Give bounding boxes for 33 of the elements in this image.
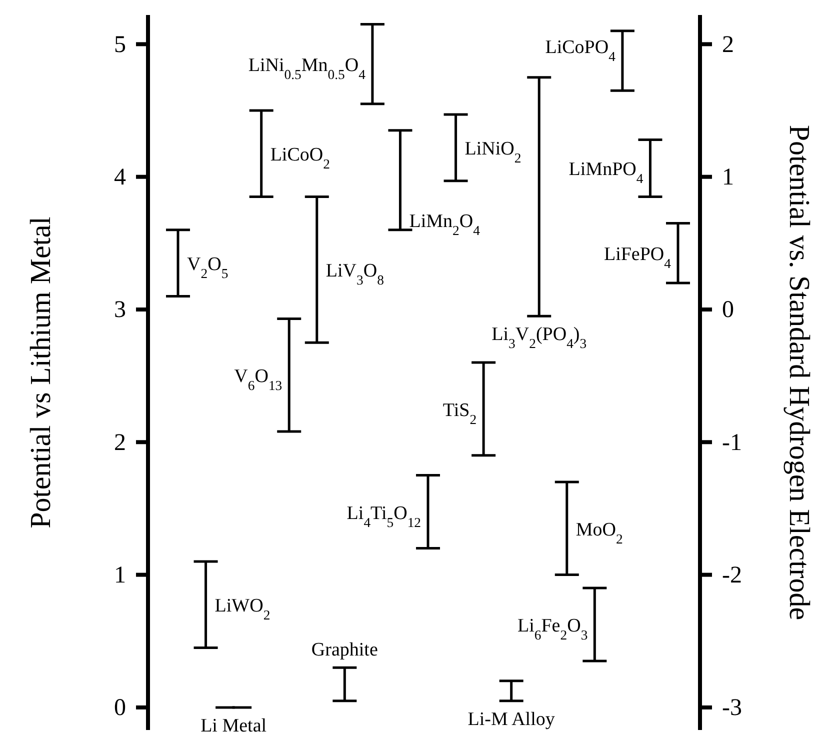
y-tick-label: 1 [114,562,126,588]
annotation: V$_{2}$O$_{5}$ [187,254,228,281]
y-tick-label: 4 [114,164,126,191]
y2-axis-title: Potential vs. Standard Hydrogen Electrode [783,124,815,620]
y-tick-label: 0 [114,695,126,722]
y-tick-label: 5 [114,32,126,58]
annotation: LiCoPO$_{4}$ [545,36,616,64]
y-tick-label: 2 [114,430,126,456]
y-tick-label: 3 [114,297,126,324]
y2-tick-label: 1 [722,164,734,191]
annotation: Li$_{4}$Ti$_{5}$O$_{12}$ [346,502,422,530]
annotation: TiS$_{2}$ [442,400,477,426]
annotation: LiFePO$_{4}$ [604,244,672,271]
annotation: Li-M Alloy [468,708,556,730]
y2-tick-label: -1 [722,430,742,456]
annotation: V$_{6}$O$_{13}$ [234,366,282,393]
annotation: LiNi$_{0.5}$Mn$_{0.5}$O$_{4}$ [248,55,366,82]
y2-tick-label: 2 [722,32,734,58]
annotation: LiWO$_{2}$ [214,596,270,622]
annotation: Li Metal [200,715,267,736]
annotation: Li$_{3}$V$_{2}$(PO$_{4}$)$_{3}$ [492,324,587,351]
y2-tick-label: -2 [722,562,742,588]
annotation: LiV$_{3}$O$_{8}$ [326,260,384,288]
annotation: LiMnPO$_{4}$ [568,159,644,186]
y-axis-title: Potential vs Lithium Metal [25,216,57,528]
annotation: LiCoO$_{2}$ [270,144,330,172]
annotation: MoO$_{2}$ [576,519,624,546]
y2-tick-label: -3 [722,695,742,722]
y2-tick-label: 0 [722,297,734,324]
annotation: LiMn$_{2}$O$_{4}$ [409,210,480,238]
annotation: Graphite [311,640,378,661]
annotation: Li$_{6}$Fe$_{2}$O$_{3}$ [518,616,588,642]
annotation: LiNiO$_{2}$ [464,138,522,166]
